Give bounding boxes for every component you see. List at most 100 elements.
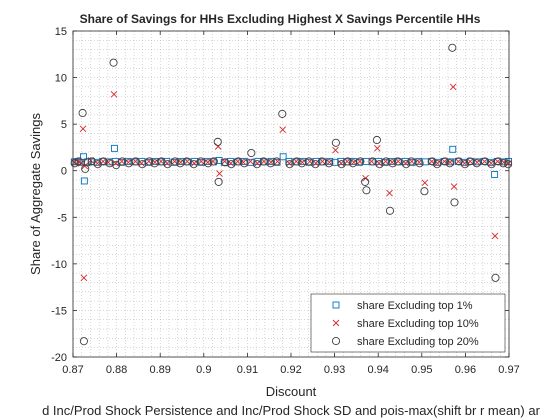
- data-point-top20: [362, 186, 371, 195]
- data-point-top20: [240, 159, 249, 168]
- data-point-top10: [157, 158, 165, 165]
- data-point-top10: [374, 145, 381, 152]
- y-tick-label: -5: [57, 212, 67, 224]
- x-tick-label: 0.94: [367, 364, 388, 376]
- data-point-top1: [80, 177, 88, 185]
- data-point-top10: [386, 189, 393, 197]
- data-point-top10: [247, 158, 254, 165]
- data-point-top20: [83, 158, 92, 167]
- data-point-top20: [74, 157, 83, 166]
- data-point-top20: [368, 157, 377, 166]
- data-point-top20: [450, 198, 459, 207]
- data-point-top20: [361, 177, 370, 186]
- data-point-top10: [80, 274, 88, 282]
- data-point-top20: [343, 157, 352, 166]
- y-axis-label: Share of Aggregate Savings: [28, 113, 43, 275]
- data-point-top20: [196, 157, 205, 166]
- data-point-top20: [131, 157, 140, 166]
- data-point-top10: [491, 232, 499, 240]
- data-markers: [70, 43, 513, 346]
- data-point-top20: [440, 157, 449, 166]
- data-point-top20: [285, 160, 294, 169]
- x-tick-label: 0.88: [106, 364, 127, 376]
- data-point-top20: [375, 160, 384, 169]
- data-point-top10: [319, 158, 326, 165]
- data-point-top20: [163, 160, 172, 169]
- data-point-top20: [278, 109, 287, 118]
- data-point-top10: [132, 158, 139, 165]
- data-point-top20: [70, 159, 79, 168]
- y-tick-label: 15: [55, 26, 67, 38]
- x-tick-label: 0.92: [280, 364, 301, 376]
- data-point-top20: [213, 137, 222, 146]
- chart-title: Share of Savings for HHs Excluding Highe…: [80, 12, 481, 26]
- data-point-top20: [402, 160, 411, 169]
- legend-label-top1: share Excluding top 1%: [357, 300, 473, 312]
- data-point-top20: [221, 158, 230, 167]
- data-point-top20: [272, 157, 281, 166]
- x-axis-label: Discount: [266, 384, 317, 399]
- data-point-top20: [393, 157, 402, 166]
- data-point-top1: [474, 158, 482, 166]
- data-point-top10: [112, 159, 120, 167]
- data-point-top20: [487, 160, 496, 169]
- data-point-top10: [110, 91, 118, 98]
- legend-marker-square: [332, 301, 340, 309]
- data-point-top1: [124, 157, 132, 165]
- data-point-top1: [388, 157, 396, 165]
- x-tick-label: 0.89: [149, 364, 170, 376]
- grid: [73, 31, 509, 357]
- data-point-top20: [356, 157, 365, 166]
- legend-markers: [331, 301, 341, 346]
- data-point-top1: [279, 153, 287, 161]
- x-tick-label: 0.87: [62, 364, 83, 376]
- data-point-top20: [99, 157, 108, 166]
- data-point-top20: [247, 148, 256, 158]
- y-tick-label: -15: [51, 305, 67, 317]
- data-point-top20: [331, 138, 340, 147]
- x-tick-label: 0.91: [237, 364, 258, 376]
- data-point-top1: [447, 158, 455, 166]
- data-point-top10: [279, 126, 287, 134]
- data-point-top10: [350, 159, 358, 166]
- data-point-top1: [326, 157, 334, 165]
- data-point-top10: [81, 162, 89, 170]
- y-tick-label: -10: [51, 259, 67, 271]
- data-point-top20: [420, 187, 429, 196]
- data-point-top20: [460, 160, 470, 169]
- data-point-top10: [421, 179, 429, 187]
- data-point-top20: [292, 157, 301, 166]
- data-point-top10: [455, 158, 462, 165]
- x-tick-label: 0.93: [324, 364, 345, 376]
- data-point-top20: [112, 161, 121, 170]
- data-point-top10: [197, 158, 205, 165]
- data-point-top20: [428, 157, 437, 166]
- data-point-top20: [109, 58, 118, 67]
- data-point-top20: [504, 160, 513, 169]
- data-point-top1: [460, 158, 468, 166]
- data-point-top1: [80, 153, 87, 161]
- x-tick-label: 0.96: [455, 364, 476, 376]
- data-point-top20: [480, 157, 490, 166]
- data-point-top10: [356, 158, 364, 165]
- data-point-top1: [299, 157, 307, 165]
- data-point-top20: [324, 159, 333, 168]
- legend-label-top10: share Excluding top 10%: [357, 318, 479, 330]
- data-point-top10: [183, 158, 191, 165]
- x-tick-label: 0.97: [498, 364, 519, 376]
- data-point-top20: [138, 160, 147, 169]
- data-point-top10: [118, 158, 126, 165]
- data-point-top10: [234, 158, 242, 165]
- y-tick-label: -20: [51, 352, 67, 364]
- data-point-top20: [499, 159, 508, 168]
- x-tick-label: 0.9: [196, 364, 211, 376]
- data-point-top20: [407, 157, 416, 166]
- data-point-top20: [311, 160, 320, 169]
- data-point-top20: [266, 159, 275, 168]
- data-point-top1: [491, 170, 499, 178]
- y-tick-label: 5: [61, 119, 67, 131]
- data-point-top1: [449, 145, 457, 153]
- axis-ticks: 0.87 0.88 0.89 0.9 0.91 0.92 0.93 0.94 0.95 0.96 0…: [51, 26, 520, 376]
- data-point-top20: [388, 159, 397, 168]
